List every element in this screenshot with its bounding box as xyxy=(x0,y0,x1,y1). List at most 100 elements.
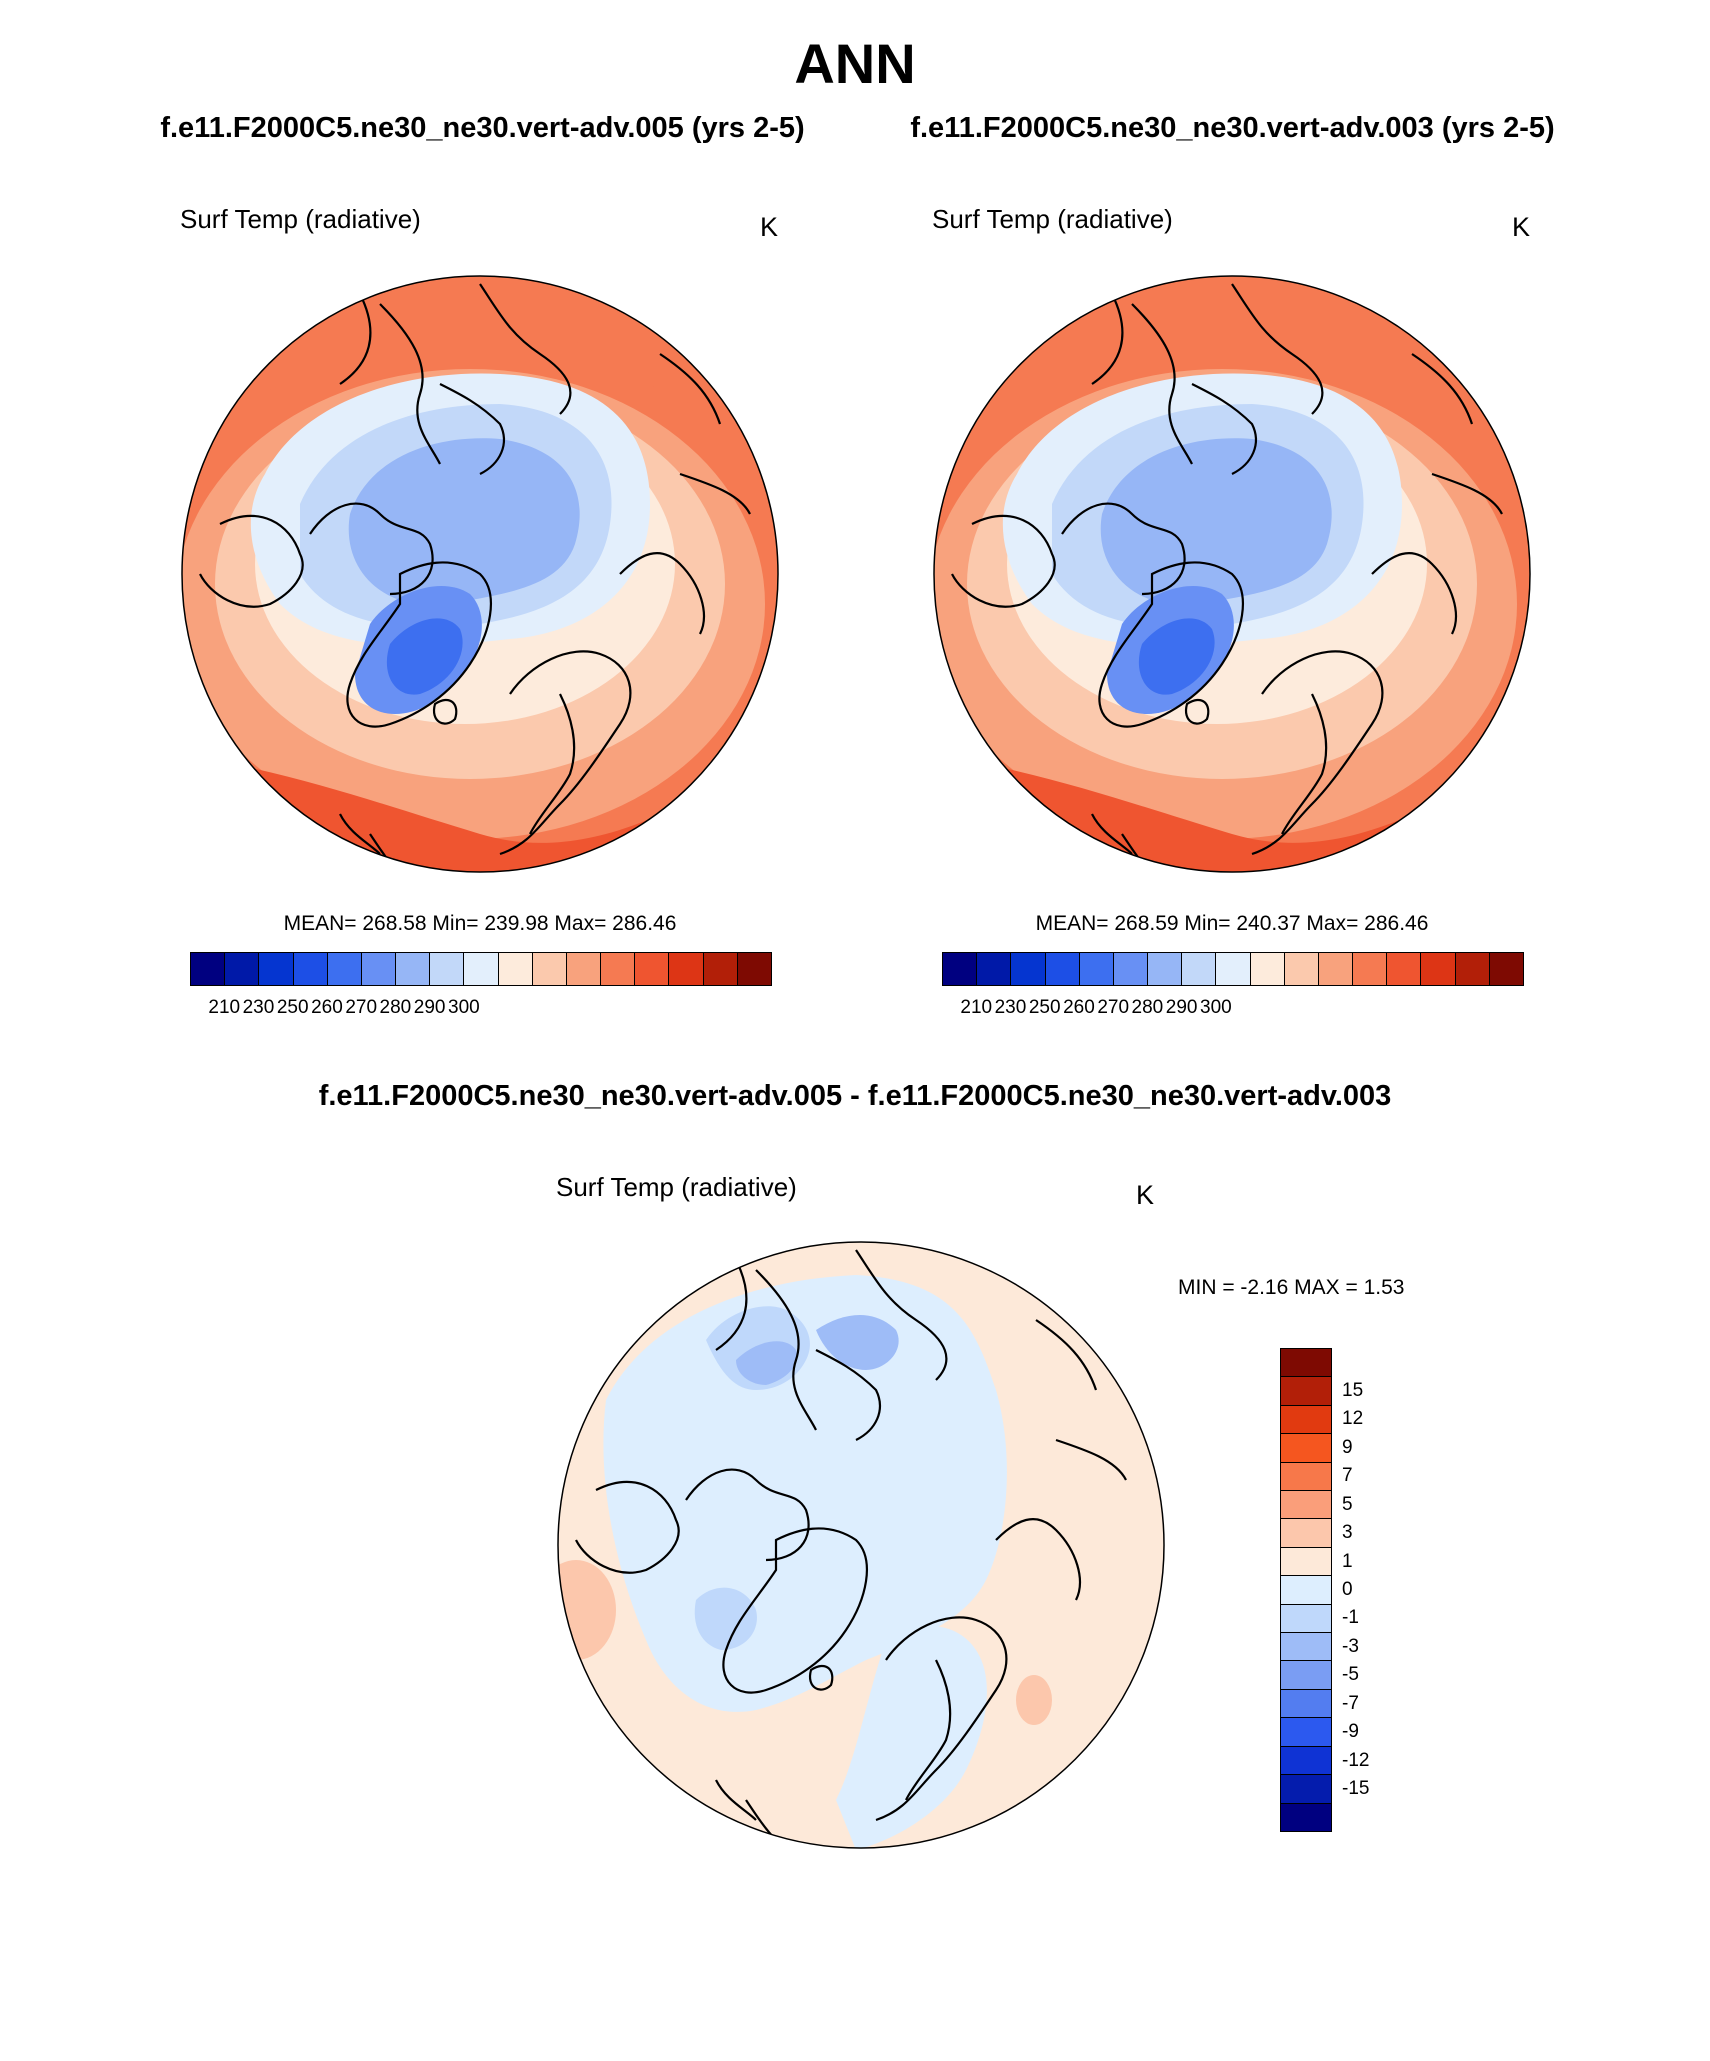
diff-stats: MIN = -2.16 MAX = 1.53 xyxy=(1178,1276,1405,1299)
colorbar-swatch xyxy=(977,953,1012,985)
test-units-label: K xyxy=(760,212,779,242)
colorbar-swatch xyxy=(361,953,397,985)
colorbar-tick-label: 270 xyxy=(345,997,378,1018)
colorbar-tick-label: 290 xyxy=(1165,997,1198,1018)
colorbar-tick-label: 9 xyxy=(1342,1436,1353,1458)
control-coastlines xyxy=(951,283,1503,872)
colorbar-tick-label: 7 xyxy=(1342,1465,1353,1487)
test-stats: MEAN= 268.58 Min= 239.98 Max= 286.46 xyxy=(283,912,677,935)
colorbar-tick-label: -1 xyxy=(1342,1607,1359,1629)
colorbar-swatch xyxy=(293,953,328,985)
colorbar-swatch xyxy=(1281,1377,1331,1406)
colorbar-swatch xyxy=(1281,1746,1331,1776)
colorbar-tick-label: -7 xyxy=(1342,1692,1359,1714)
diff-colorbar-ticks: 15 12 9 7 5 3 1 0 -1 -3 -5 -7 -9 -12 -15 xyxy=(1342,1348,1402,1832)
colorbar-tick-label: 260 xyxy=(1063,997,1095,1018)
colorbar-swatch xyxy=(1281,1491,1331,1520)
control-map xyxy=(933,275,1531,873)
diff-colorbar xyxy=(1280,1348,1332,1832)
colorbar-tick-label: 230 xyxy=(242,997,275,1018)
colorbar-swatch xyxy=(464,953,499,985)
test-case-title: f.e11.F2000C5.ne30_ne30.vert-adv.005 (yr… xyxy=(160,112,805,144)
colorbar-tick-label: 290 xyxy=(413,997,446,1018)
colorbar-tick-label: 12 xyxy=(1342,1408,1364,1430)
colorbar-tick-label: -12 xyxy=(1342,1749,1370,1771)
control-temperature-field xyxy=(934,276,1530,872)
colorbar-tick-label: 300 xyxy=(1200,997,1232,1018)
colorbar-swatch xyxy=(566,953,602,985)
colorbar-swatch xyxy=(1281,1462,1331,1492)
colorbar-swatch xyxy=(1011,953,1046,985)
colorbar-tick-label: 260 xyxy=(311,997,343,1018)
colorbar-swatch xyxy=(1281,1689,1331,1719)
colorbar-swatch xyxy=(1079,953,1114,985)
colorbar-swatch xyxy=(1284,953,1319,985)
colorbar-swatch xyxy=(943,953,978,985)
colorbar-swatch xyxy=(1045,953,1080,985)
control-variable-label: Surf Temp (radiative) xyxy=(932,204,1173,234)
colorbar-swatch xyxy=(1281,1434,1331,1463)
colorbar-tick-label: 250 xyxy=(276,997,309,1018)
colorbar-swatch xyxy=(601,953,636,985)
colorbar-swatch xyxy=(1318,953,1354,985)
colorbar-swatch xyxy=(703,953,738,985)
colorbar-swatch xyxy=(1387,953,1422,985)
colorbar-tick-label: 210 xyxy=(208,997,241,1018)
colorbar-tick-label: 250 xyxy=(1028,997,1061,1018)
colorbar-swatch xyxy=(191,953,226,985)
colorbar-swatch xyxy=(1113,953,1149,985)
figure-title: ANN xyxy=(794,32,916,95)
colorbar-tick-label: 270 xyxy=(1097,997,1130,1018)
control-case-title: f.e11.F2000C5.ne30_ne30.vert-adv.003 (yr… xyxy=(910,112,1555,144)
diff-coastlines xyxy=(575,1249,1127,1841)
colorbar-swatch xyxy=(1281,1547,1331,1577)
colorbar-swatch xyxy=(1421,953,1456,985)
colorbar-swatch xyxy=(225,953,260,985)
colorbar-swatch xyxy=(1281,1633,1331,1662)
colorbar-swatch xyxy=(1281,1576,1331,1605)
diff-title: f.e11.F2000C5.ne30_ne30.vert-adv.005 - f… xyxy=(318,1080,1392,1112)
colorbar-swatch xyxy=(1281,1519,1331,1548)
control-stats: MEAN= 268.59 Min= 240.37 Max= 286.46 xyxy=(1035,912,1429,935)
colorbar-tick-label: -5 xyxy=(1342,1664,1359,1686)
colorbar-swatch xyxy=(430,953,465,985)
colorbar-tick-label: 280 xyxy=(1131,997,1164,1018)
colorbar-tick-label: -3 xyxy=(1342,1635,1359,1657)
colorbar-tick-label: 280 xyxy=(379,997,412,1018)
colorbar-tick-label: 15 xyxy=(1342,1379,1364,1401)
control-colorbar-ticks: 210 230 250 260 270 280 290 300 xyxy=(942,996,1524,1022)
colorbar-swatch xyxy=(259,953,294,985)
diff-units-label: K xyxy=(1136,1180,1155,1210)
diff-map xyxy=(557,1241,1165,1849)
colorbar-swatch xyxy=(1216,953,1251,985)
colorbar-swatch xyxy=(1281,1775,1331,1804)
diff-variable-label: Surf Temp (radiative) xyxy=(556,1172,797,1202)
colorbar-tick-label: 0 xyxy=(1342,1579,1353,1600)
colorbar-swatch xyxy=(1455,953,1490,985)
colorbar-swatch xyxy=(1148,953,1183,985)
colorbar-swatch xyxy=(327,953,362,985)
test-variable-label: Surf Temp (radiative) xyxy=(180,204,421,234)
colorbar-swatch xyxy=(1281,1405,1331,1435)
colorbar-swatch xyxy=(498,953,533,985)
colorbar-swatch xyxy=(1281,1661,1331,1690)
test-colorbar-ticks: 210 230 250 260 270 280 290 300 xyxy=(190,996,772,1022)
colorbar-swatch xyxy=(1281,1718,1331,1747)
control-units-label: K xyxy=(1512,212,1531,242)
colorbar-swatch xyxy=(1250,953,1285,985)
colorbar-swatch xyxy=(669,953,704,985)
colorbar-swatch xyxy=(1353,953,1388,985)
colorbar-tick-label: 230 xyxy=(994,997,1027,1018)
colorbar-tick-label: 3 xyxy=(1342,1522,1353,1544)
colorbar-swatch xyxy=(635,953,670,985)
colorbar-tick-label: 300 xyxy=(448,997,480,1018)
colorbar-tick-label: 210 xyxy=(960,997,993,1018)
test-colorbar xyxy=(190,952,772,986)
colorbar-swatch xyxy=(1489,953,1523,985)
colorbar-tick-label: 1 xyxy=(1342,1550,1353,1572)
control-colorbar xyxy=(942,952,1524,986)
test-map xyxy=(181,275,779,873)
colorbar-swatch xyxy=(737,953,771,985)
colorbar-tick-label: -15 xyxy=(1342,1778,1370,1800)
colorbar-swatch xyxy=(1281,1604,1331,1634)
